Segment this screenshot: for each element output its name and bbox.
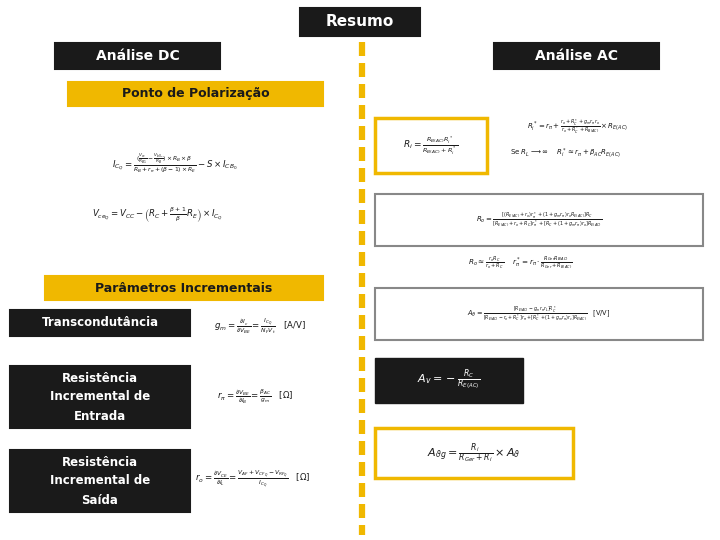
- Bar: [300, 8, 420, 36]
- Text: Se $R_L \longrightarrow \infty$    $R_i^* \approx r_\pi + \beta_{AC} R_{E(AC)}$: Se $R_L \longrightarrow \infty$ $R_i^* \…: [510, 146, 621, 159]
- Bar: [10, 366, 190, 428]
- Text: Ponto de Polarização: Ponto de Polarização: [122, 87, 269, 100]
- Bar: [375, 118, 487, 173]
- Text: $A_{\vartheta g} = \frac{R_i}{R_{Ger} + R_i} \times A_\vartheta$: $A_{\vartheta g} = \frac{R_i}{R_{Ger} + …: [428, 441, 521, 465]
- Bar: [68, 82, 323, 106]
- Text: $R_i = \frac{R_{B(AC)} R_i^*}{R_{B(AC)} + R_i^*}$: $R_i = \frac{R_{B(AC)} R_i^*}{R_{B(AC)} …: [403, 134, 459, 157]
- Text: $r_o = \frac{\partial V_{CE}}{\partial I_L} = \frac{V_{AF} + V_{CF_Q} - V_{RF_Q}: $r_o = \frac{\partial V_{CE}}{\partial I…: [195, 469, 311, 490]
- Text: Resistência
Incremental de
Entrada: Resistência Incremental de Entrada: [50, 372, 150, 422]
- Text: Análise DC: Análise DC: [96, 49, 179, 63]
- Bar: [10, 310, 190, 336]
- Text: Resistência
Incremental de
Saída: Resistência Incremental de Saída: [50, 456, 150, 507]
- Text: Resumo: Resumo: [326, 15, 394, 30]
- Text: $R_o \approx \frac{r_o R_C}{r_o + R_C}$    $r_\pi^* = r_\pi \cdot \frac{R_{Ger} : $R_o \approx \frac{r_o R_C}{r_o + R_C}$ …: [468, 254, 572, 270]
- Text: $A_\vartheta = \frac{[R_{E(AC)}-g_m r_\pi r_L]R_C^*}{[R_{E(AC)}-r_o+R_C^*]r_\pi+: $A_\vartheta = \frac{[R_{E(AC)}-g_m r_\p…: [467, 305, 611, 323]
- Text: $g_m = \frac{\partial I_c}{\partial V_{BE}} = \frac{I_{C_Q}}{N_F V_t}$   [A/V]: $g_m = \frac{\partial I_c}{\partial V_{B…: [214, 316, 306, 336]
- Text: $V_{ce_Q} = V_{CC} - \left(R_C + \frac{\beta + 1}{\beta} R_E\right) \times I_{C_: $V_{ce_Q} = V_{CC} - \left(R_C + \frac{\…: [92, 205, 223, 225]
- Text: Análise AC: Análise AC: [535, 49, 618, 63]
- Bar: [375, 428, 573, 478]
- Bar: [375, 288, 703, 340]
- Bar: [10, 450, 190, 512]
- Text: $A_v = -\frac{R_C}{R_{E(AC)}}$: $A_v = -\frac{R_C}{R_{E(AC)}}$: [418, 368, 481, 393]
- Text: Parâmetros Incrementais: Parâmetros Incrementais: [95, 281, 273, 294]
- Bar: [494, 43, 659, 69]
- Text: $I_{C_Q} = \frac{(\frac{V_{cc}}{R_{B1}} - \frac{V_{b0_0}}{R_B}) \times R_B \time: $I_{C_Q} = \frac{(\frac{V_{cc}}{R_{B1}} …: [112, 152, 238, 174]
- Bar: [45, 276, 323, 300]
- Text: $R_o = \frac{[(R_{E(AC)}+r_o)r_\pi^*+(1+g_m r_\pi)r_o R_{E(AC)}]R_C}{[R_{E(AC)}+: $R_o = \frac{[(R_{E(AC)}+r_o)r_\pi^*+(1+…: [476, 211, 602, 229]
- Text: $R_i^* = r_\pi + \frac{r_o + R_C^* + g_m r_\pi r_o}{r_o + R_C^* + R_{B(AC)}} \ti: $R_i^* = r_\pi + \frac{r_o + R_C^* + g_m…: [526, 118, 627, 136]
- Text: $r_\pi = \frac{\partial V_{BE}}{\partial I_B} = \frac{\beta_{AC}}{g_m}$   [$\Ome: $r_\pi = \frac{\partial V_{BE}}{\partial…: [217, 388, 293, 407]
- Bar: [375, 194, 703, 246]
- Bar: [55, 43, 220, 69]
- Text: Transcondutância: Transcondutância: [42, 316, 158, 329]
- Bar: [375, 358, 523, 403]
